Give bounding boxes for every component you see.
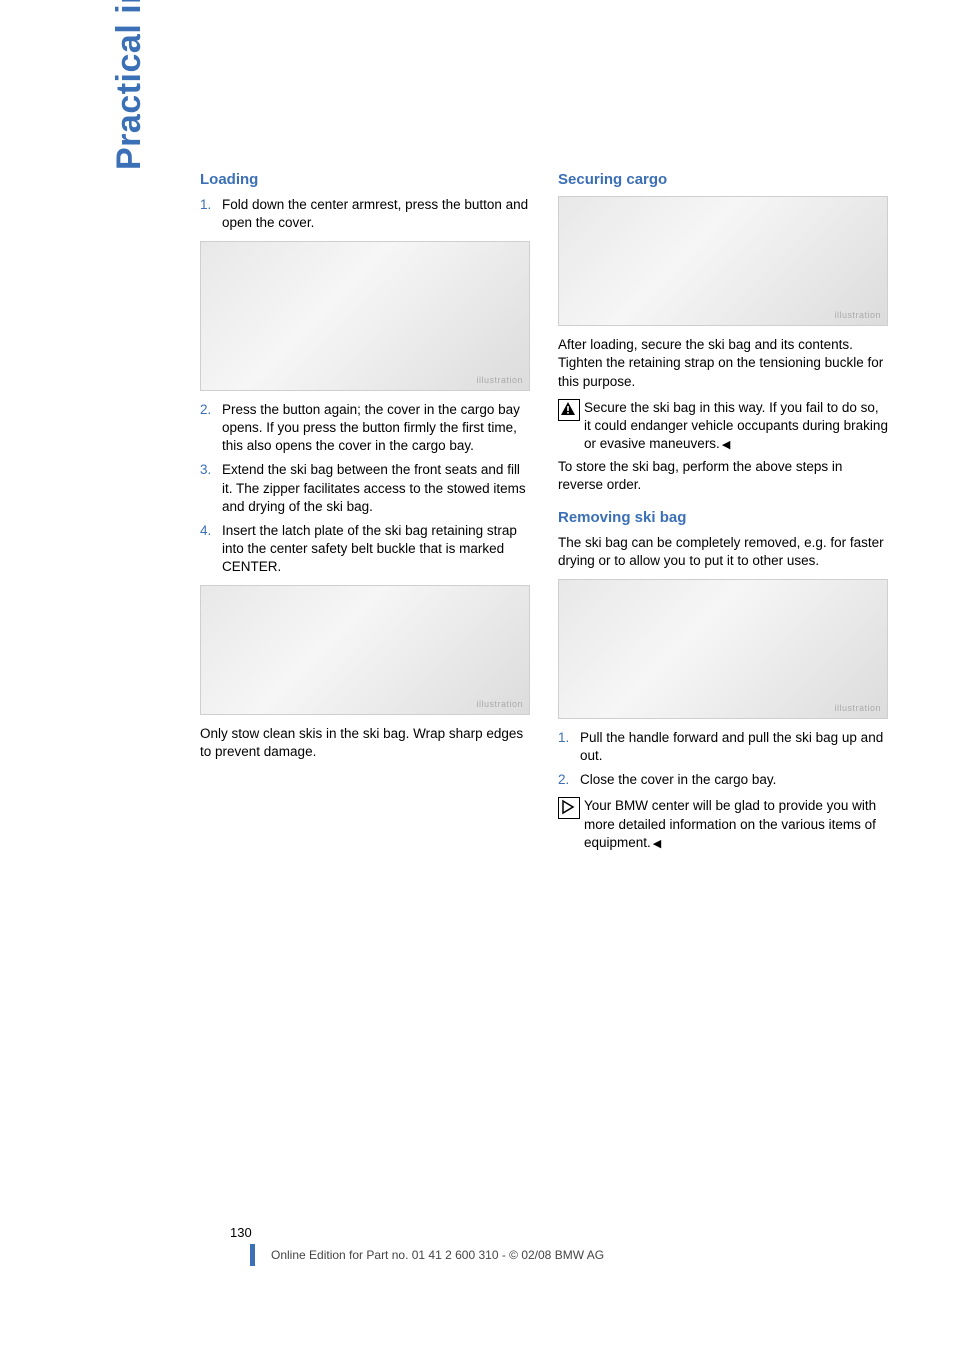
- list-number: 1.: [200, 196, 222, 232]
- page-number: 130: [230, 1225, 860, 1240]
- info-body: Your BMW center will be glad to provide …: [584, 798, 876, 849]
- loading-list-1: 1. Fold down the center armrest, press t…: [200, 196, 530, 232]
- figure-remove-ski-bag: [558, 579, 888, 719]
- list-item: 2. Press the button again; the cover in …: [200, 401, 530, 456]
- right-column: Securing cargo After loading, secure the…: [558, 170, 888, 856]
- list-item: 3. Extend the ski bag between the front …: [200, 461, 530, 516]
- list-item: 1. Pull the handle forward and pull the …: [558, 729, 888, 765]
- warning-text: Secure the ski bag in this way. If you f…: [584, 399, 888, 454]
- page-footer: 130 Online Edition for Part no. 01 41 2 …: [200, 1225, 860, 1266]
- list-number: 1.: [558, 729, 580, 765]
- page: Practical interior accessories Loading 1…: [0, 0, 954, 1350]
- loading-list-2: 2. Press the button again; the cover in …: [200, 401, 530, 577]
- list-number: 3.: [200, 461, 222, 516]
- warning-body: Secure the ski bag in this way. If you f…: [584, 400, 888, 451]
- heading-removing-ski-bag: Removing ski bag: [558, 508, 888, 528]
- content-columns: Loading 1. Fold down the center armrest,…: [200, 170, 894, 856]
- heading-loading: Loading: [200, 170, 530, 190]
- list-item: 4. Insert the latch plate of the ski bag…: [200, 522, 530, 577]
- removing-list: 1. Pull the handle forward and pull the …: [558, 729, 888, 790]
- list-text: Insert the latch plate of the ski bag re…: [222, 522, 530, 577]
- list-number: 2.: [200, 401, 222, 456]
- figure-armrest-cover: [200, 241, 530, 391]
- left-column: Loading 1. Fold down the center armrest,…: [200, 170, 530, 856]
- footer-line: Online Edition for Part no. 01 41 2 600 …: [250, 1244, 860, 1266]
- list-text: Close the cover in the cargo bay.: [580, 771, 888, 789]
- section-tab: Practical interior accessories: [110, 0, 149, 170]
- paragraph: To store the ski bag, perform the above …: [558, 458, 888, 494]
- figure-ski-bag-strap: [200, 585, 530, 715]
- paragraph: After loading, secure the ski bag and it…: [558, 336, 888, 391]
- list-number: 2.: [558, 771, 580, 789]
- warning-icon: [558, 399, 580, 421]
- paragraph: The ski bag can be completely removed, e…: [558, 534, 888, 570]
- paragraph: Only stow clean skis in the ski bag. Wra…: [200, 725, 530, 761]
- info-icon: [558, 797, 580, 819]
- info-note: Your BMW center will be glad to provide …: [558, 797, 888, 852]
- list-text: Pull the handle forward and pull the ski…: [580, 729, 888, 765]
- end-marker-icon: ◀: [722, 438, 730, 453]
- figure-securing-cargo: [558, 196, 888, 326]
- list-text: Press the button again; the cover in the…: [222, 401, 530, 456]
- heading-securing-cargo: Securing cargo: [558, 170, 888, 190]
- end-marker-icon: ◀: [653, 837, 661, 852]
- list-text: Fold down the center armrest, press the …: [222, 196, 530, 232]
- list-item: 1. Fold down the center armrest, press t…: [200, 196, 530, 232]
- list-item: 2. Close the cover in the cargo bay.: [558, 771, 888, 789]
- warning-note: Secure the ski bag in this way. If you f…: [558, 399, 888, 454]
- list-number: 4.: [200, 522, 222, 577]
- info-text: Your BMW center will be glad to provide …: [584, 797, 888, 852]
- list-text: Extend the ski bag between the front sea…: [222, 461, 530, 516]
